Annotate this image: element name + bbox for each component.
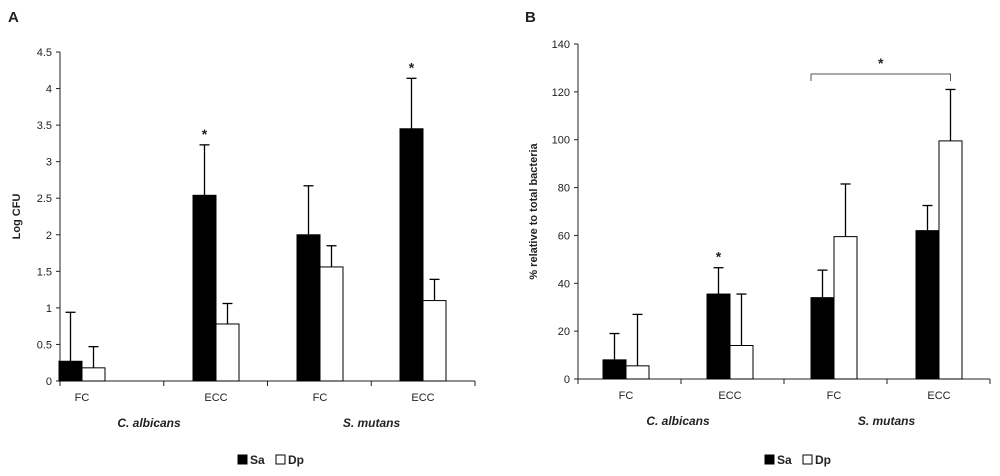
- bar-sa-ecc: [706, 293, 731, 380]
- y-tick-label: 40: [558, 278, 570, 290]
- y-tick-label: 0: [46, 376, 52, 388]
- y-axis-title: Log CFU: [11, 194, 23, 240]
- legend-swatch-dp: [802, 454, 813, 465]
- group-label: C. albicans: [646, 414, 710, 428]
- bar-sa-ecc: [399, 128, 424, 382]
- y-tick-label: 4.5: [37, 47, 52, 59]
- x-category-label: FC: [827, 390, 842, 402]
- y-tick-label: 20: [558, 326, 570, 338]
- group-label: S. mutans: [343, 416, 401, 430]
- bar-dp-fc: [319, 266, 344, 382]
- panel-a-chart: A 0 0.5 1 1.5 2 2.5 3 3.5 4 4.5 Log CFU FC ECC FC ECC C.…: [8, 9, 476, 467]
- y-tick-label: 1.5: [37, 266, 52, 278]
- significance-marker: *: [878, 55, 884, 71]
- panel-label: B: [525, 9, 536, 26]
- x-category-label: FC: [313, 392, 328, 404]
- bar-dp-fc: [81, 367, 106, 382]
- bar-sa-fc: [58, 360, 83, 382]
- significance-bracket: [810, 73, 951, 81]
- bar-sa-ecc: [192, 194, 217, 382]
- x-category-label: ECC: [927, 390, 950, 402]
- significance-marker: *: [409, 59, 415, 75]
- bar-dp-ecc: [729, 345, 754, 380]
- y-tick-label: 2: [46, 230, 52, 242]
- bar-dp-fc: [625, 365, 650, 380]
- y-tick-label: 140: [552, 39, 570, 51]
- bar-sa-fc: [602, 359, 627, 380]
- panel-label: A: [8, 9, 19, 26]
- legend-label: Dp: [288, 453, 304, 467]
- group-label: S. mutans: [858, 414, 916, 428]
- y-tick-label: 0.5: [37, 339, 52, 351]
- y-tick-label: 80: [558, 183, 570, 195]
- x-category-label: ECC: [204, 392, 227, 404]
- significance-marker: *: [716, 249, 722, 265]
- legend-swatch-dp: [275, 454, 286, 465]
- x-category-label: ECC: [411, 392, 434, 404]
- bar-dp-ecc: [422, 300, 447, 382]
- y-tick-label: 0: [564, 374, 570, 386]
- legend-swatch-sa: [237, 454, 248, 465]
- y-tick-label: 120: [552, 87, 570, 99]
- y-tick-label: 4: [46, 84, 52, 96]
- y-tick-label: 1: [46, 303, 52, 315]
- legend-swatch-sa: [764, 454, 775, 465]
- y-tick-label: 3.5: [37, 120, 52, 132]
- x-category-label: FC: [75, 392, 90, 404]
- bar-sa-fc: [296, 234, 321, 382]
- y-axis-title: % relative to total bacteria: [528, 142, 540, 279]
- bar-sa-fc: [810, 297, 835, 380]
- bar-dp-ecc: [215, 323, 240, 382]
- bar-dp-ecc: [938, 140, 963, 380]
- x-category-label: FC: [619, 390, 634, 402]
- y-tick-label: 3: [46, 157, 52, 169]
- y-tick-label: 100: [552, 135, 570, 147]
- group-label: C. albicans: [117, 416, 181, 430]
- bar-sa-ecc: [915, 230, 940, 380]
- significance-marker: *: [202, 126, 208, 142]
- bar-dp-fc: [833, 236, 858, 380]
- x-category-label: ECC: [718, 390, 741, 402]
- y-tick-label: 60: [558, 230, 570, 242]
- legend-label: Sa: [250, 453, 265, 467]
- panel-b-chart: B 0 20 40 60 80 100 120 140 % relative to total b…: [525, 9, 991, 467]
- legend-label: Dp: [815, 453, 831, 467]
- legend-label: Sa: [777, 453, 792, 467]
- y-tick-label: 2.5: [37, 193, 52, 205]
